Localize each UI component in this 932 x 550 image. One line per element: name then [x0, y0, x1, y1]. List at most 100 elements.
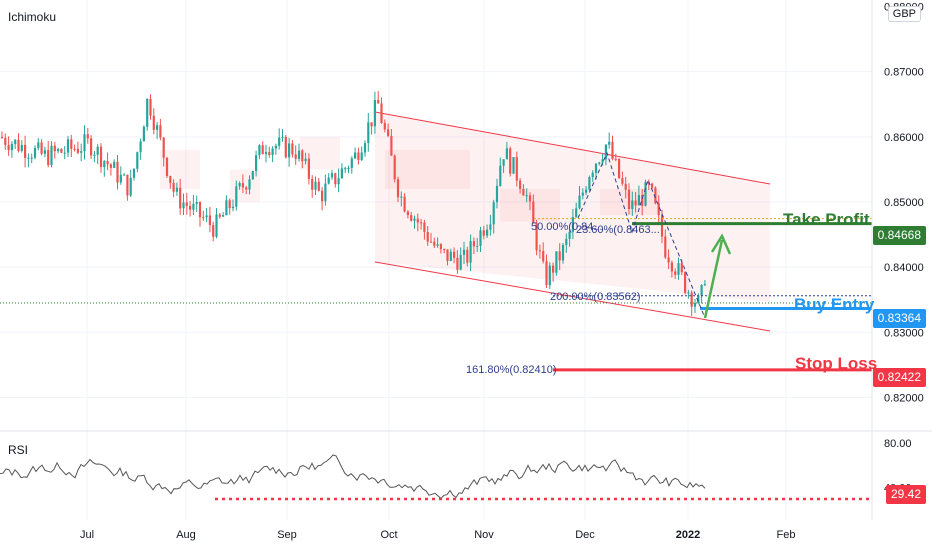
candle-body	[83, 134, 86, 152]
price-tick-label: 0.87000	[884, 67, 924, 79]
candle-body	[53, 145, 56, 152]
candle-body	[588, 177, 591, 190]
candle-body	[307, 158, 310, 179]
candle-body	[575, 208, 578, 218]
candle-body	[175, 187, 178, 192]
candle-body	[182, 202, 185, 209]
candle-body	[264, 152, 268, 155]
candle-body	[367, 122, 370, 144]
candle-body	[363, 143, 367, 153]
candle-body	[297, 150, 301, 159]
candle-body	[482, 230, 485, 236]
candle-body	[238, 183, 241, 187]
candle-body	[413, 218, 416, 221]
candle-body	[119, 174, 122, 183]
take-profit-price-tag: 0.84668	[872, 226, 926, 245]
candle-body	[268, 152, 271, 156]
candle-body	[261, 145, 264, 155]
candle-body	[528, 195, 532, 202]
candle-body	[505, 148, 508, 160]
candle-body	[80, 151, 83, 153]
candle-body	[278, 137, 281, 146]
take-profit-label[interactable]: Take Profit	[783, 210, 870, 229]
candle-body	[189, 206, 192, 210]
candle-body	[76, 148, 79, 153]
candle-body	[90, 138, 93, 156]
candle-body	[288, 143, 291, 158]
candle-body	[330, 173, 334, 178]
candle-body	[512, 157, 515, 174]
candle-body	[139, 141, 142, 153]
candle-body	[116, 161, 119, 183]
candle-body	[231, 206, 235, 209]
candle-body	[179, 187, 182, 209]
candle-body	[152, 115, 155, 130]
candle-body	[248, 179, 251, 190]
buy-entry-label[interactable]: Buy Entry	[794, 295, 875, 314]
candle-body	[198, 201, 202, 218]
candle-body	[142, 126, 145, 142]
candle-body	[301, 150, 304, 162]
candle-body	[218, 214, 221, 217]
stop-loss-label[interactable]: Stop Loss	[795, 354, 878, 373]
candle-body	[390, 135, 393, 156]
time-tick-label: Aug	[176, 529, 196, 541]
candle-body	[350, 158, 353, 168]
candle-body	[337, 178, 340, 185]
time-tick-label: 2022	[676, 529, 700, 541]
candle-body	[113, 161, 116, 168]
candle-body	[347, 167, 350, 169]
candle-body	[690, 292, 693, 307]
candle-body	[37, 142, 40, 149]
candle-body	[205, 215, 208, 218]
drawing-overlays[interactable]	[0, 151, 872, 372]
candle-body	[627, 189, 631, 209]
fib-50-label: 50.00%(0.84...	[531, 221, 603, 233]
candle-body	[433, 241, 436, 246]
candle-body	[591, 172, 594, 178]
time-tick-label: Feb	[777, 529, 796, 541]
candle-body	[598, 162, 601, 164]
candle-body	[50, 145, 53, 166]
candle-body	[538, 250, 541, 252]
candle-body	[212, 225, 215, 237]
candle-body	[47, 150, 50, 166]
candle-body	[548, 265, 551, 286]
candle-body	[241, 183, 244, 188]
candle-body	[535, 223, 538, 251]
candle-body	[126, 174, 129, 196]
candle-body	[129, 177, 132, 196]
candle-body	[396, 179, 400, 198]
candle-body	[60, 149, 63, 153]
candlestick-series	[0, 91, 706, 316]
candle-body	[291, 143, 294, 155]
currency-badge[interactable]: GBP	[887, 6, 921, 22]
descending-channel[interactable]	[374, 111, 771, 332]
candle-body	[608, 141, 611, 145]
candle-body	[693, 302, 697, 307]
price-tick-label: 0.85000	[884, 197, 924, 209]
candle-body	[406, 211, 409, 216]
candle-body	[585, 189, 588, 193]
candle-body	[641, 195, 644, 206]
candle-body	[20, 144, 23, 151]
candle-body	[456, 257, 459, 270]
candle-body	[416, 218, 419, 223]
candle-body	[377, 99, 380, 104]
cloud-patch	[230, 169, 260, 202]
candle-body	[674, 271, 677, 275]
candle-body	[611, 141, 614, 159]
candle-body	[621, 177, 624, 184]
candle-body	[687, 292, 690, 294]
fib-1618-label: 161.80%(0.82410)	[466, 364, 557, 376]
candle-body	[420, 222, 423, 224]
harmonic-pattern	[577, 151, 706, 319]
candle-body	[542, 250, 545, 262]
stop-loss-price-tag: 0.82422	[872, 368, 926, 387]
candle-body	[284, 136, 287, 158]
candle-body	[703, 284, 706, 286]
fib-200-label: 200.00%(0.83562)	[550, 291, 641, 303]
candle-body	[7, 144, 10, 151]
